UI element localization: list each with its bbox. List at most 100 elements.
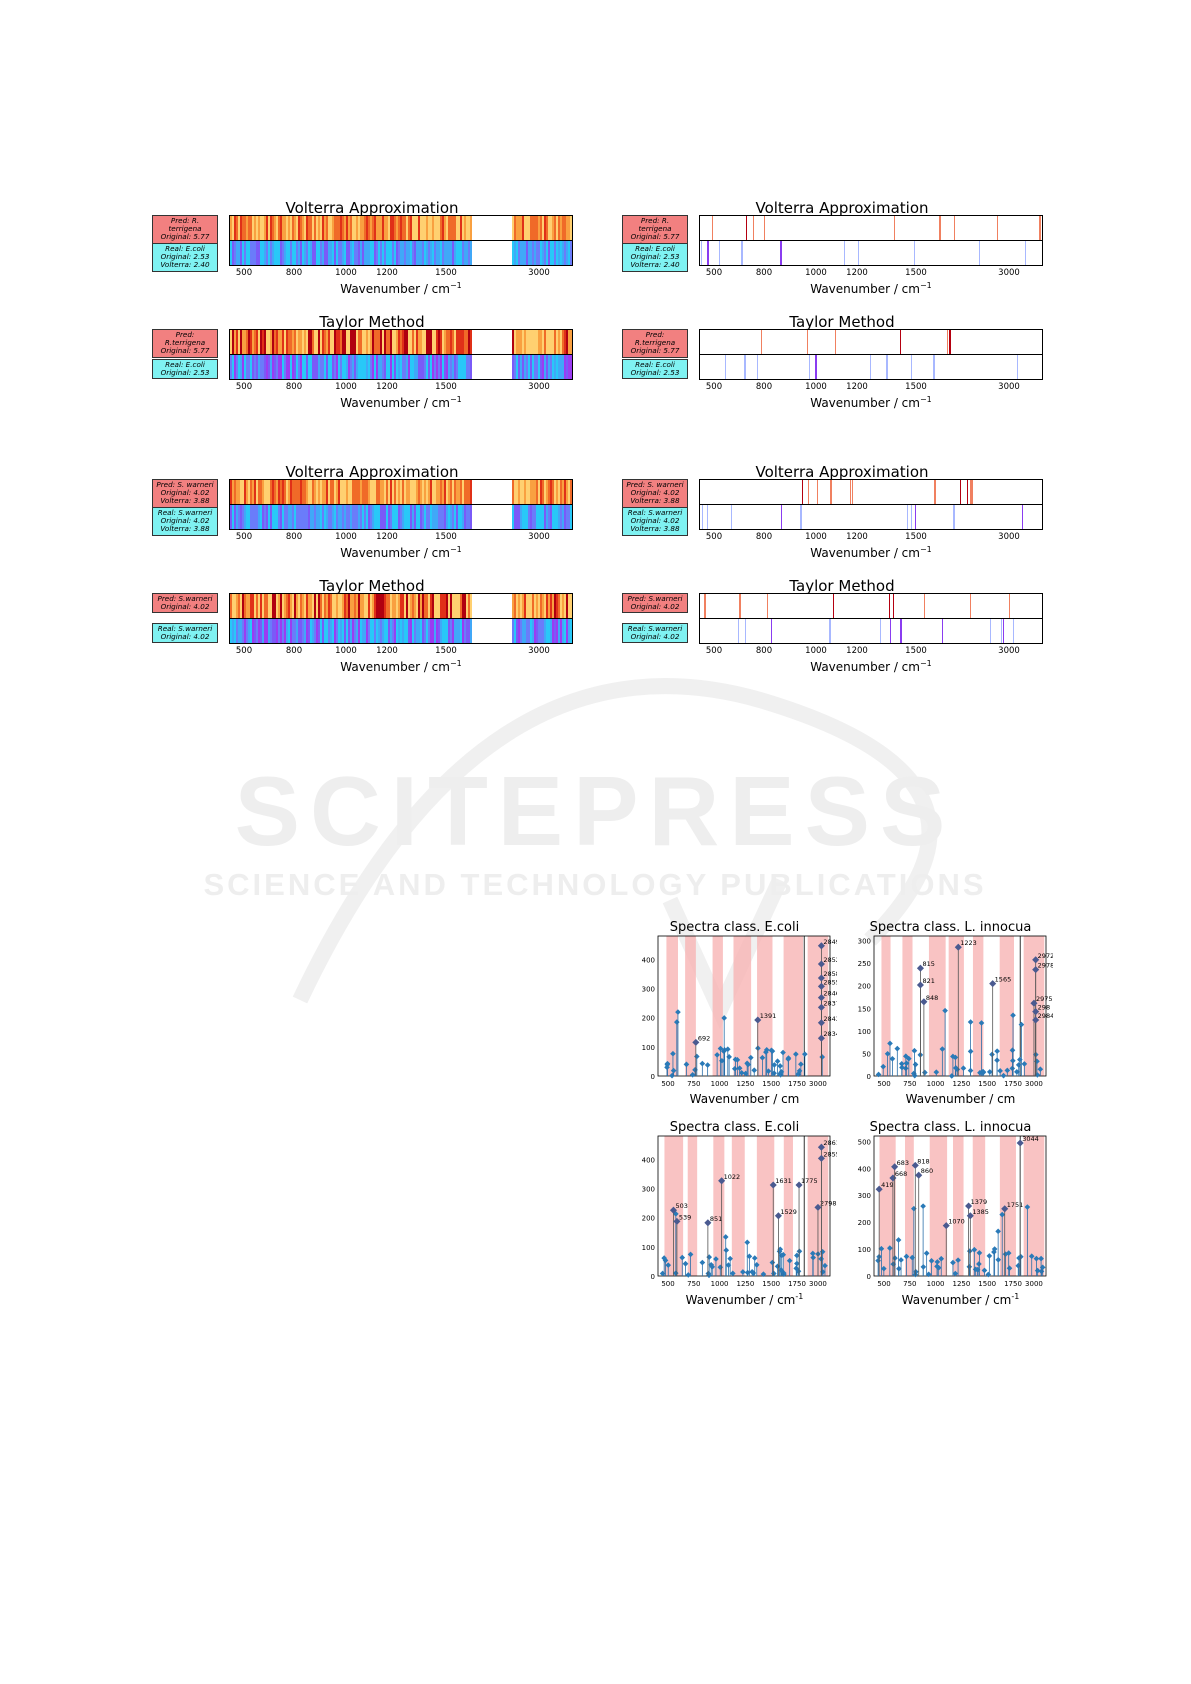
- peak-label: 818: [917, 1157, 929, 1165]
- stem-marker: [922, 1069, 928, 1076]
- stem-marker: [745, 1061, 751, 1068]
- x-tick-label: 1200: [376, 532, 398, 542]
- spectra-panel: Spectra class. L. innocua 0 50 100 150 200 250…: [848, 920, 1053, 1110]
- stem-marker: [991, 1246, 998, 1252]
- feature-line: [704, 594, 706, 618]
- peak-label: 848: [926, 994, 938, 1002]
- x-tick-label: 1200: [376, 646, 398, 656]
- heat-strip-real: [229, 240, 573, 266]
- feature-line: [970, 594, 971, 618]
- x-tick-label: 500: [235, 532, 253, 542]
- stem-marker: [925, 1271, 932, 1278]
- x-tick-label: 1250: [952, 1080, 970, 1088]
- stem-marker: [967, 1019, 974, 1025]
- feature-line: [890, 619, 891, 643]
- feature-line: [744, 355, 745, 379]
- feature-line: [830, 480, 832, 504]
- stem-marker: [986, 1069, 993, 1075]
- stem-marker: [966, 1248, 973, 1254]
- stem-marker: [706, 1254, 713, 1260]
- highlight-band: [902, 936, 913, 1076]
- heat-strip-pred: [229, 329, 573, 355]
- peak-label: 2861: [823, 1139, 837, 1147]
- feature-line: [850, 480, 851, 504]
- x-tick-label: 1000: [805, 268, 827, 278]
- x-tick-label: 800: [285, 646, 303, 656]
- real-label: Real: E.coli Original: 2.53 Volterra: 2.40: [152, 243, 218, 272]
- stem-marker: [999, 1211, 1006, 1218]
- y-tick-label: 300: [858, 1192, 871, 1200]
- stem-marker: [903, 1060, 910, 1067]
- x-tick-label: 1500: [762, 1080, 780, 1088]
- x-tick-label: 500: [661, 1080, 674, 1088]
- highlight-band: [972, 1136, 986, 1276]
- heatmap-panel: Volterra Approximation Pred: S. warneri Or…: [152, 463, 592, 583]
- feature-line: [753, 216, 754, 240]
- feature-line: [829, 619, 831, 643]
- heat-strip-pred: [699, 593, 1043, 619]
- peak-label: 2984: [1038, 1012, 1053, 1020]
- feature-line: [739, 594, 741, 618]
- peak-label: 815: [922, 960, 934, 968]
- feature-line: [886, 355, 888, 379]
- pred-label: Pred: R.terrigena Original: 5.77: [622, 329, 688, 358]
- x-tick-label: 1500: [905, 268, 927, 278]
- stem-marker: [1000, 1072, 1007, 1079]
- stem-marker: [778, 1267, 785, 1274]
- peak-label: 2849: [823, 938, 837, 946]
- stem-marker: [1015, 1262, 1022, 1269]
- x-axis-label: Wavenumber / cm: [905, 1092, 1016, 1106]
- x-tick-label: 1000: [335, 268, 357, 278]
- stem-marker: [1024, 1204, 1031, 1210]
- x-tick-label: 3000: [998, 532, 1020, 542]
- peak-label: 539: [679, 1213, 691, 1221]
- heat-strip-real: [229, 618, 573, 644]
- feature-line: [746, 216, 747, 240]
- x-axis-label: Wavenumber / cm−1: [340, 395, 462, 410]
- y-tick-label: 0: [651, 1273, 655, 1281]
- highlight-band: [948, 936, 964, 1076]
- feature-line: [833, 594, 834, 618]
- peak-label: 2846: [823, 990, 837, 998]
- x-tick-label: 3000: [809, 1280, 827, 1288]
- y-tick-label: 100: [858, 1028, 871, 1036]
- peak-label: 1022: [724, 1173, 741, 1181]
- x-tick-label: 1750: [1004, 1080, 1022, 1088]
- highlight-band: [712, 936, 723, 1076]
- feature-line: [1001, 619, 1002, 643]
- x-axis-label: Wavenumber / cm−1: [810, 659, 932, 674]
- y-tick-label: 400: [642, 1156, 655, 1164]
- x-tick-label: 500: [705, 268, 723, 278]
- panel-title: Volterra Approximation: [755, 199, 929, 217]
- x-tick-label: 3000: [998, 646, 1020, 656]
- x-axis-label: Wavenumber / cm−1: [810, 395, 932, 410]
- stem-marker: [742, 1070, 749, 1077]
- feature-line: [761, 330, 762, 354]
- x-tick-label: 1750: [788, 1080, 806, 1088]
- feature-line: [817, 480, 818, 504]
- peak-label: 2834: [823, 1030, 837, 1038]
- x-tick-label: 1750: [1004, 1280, 1022, 1288]
- peak-marker: [916, 964, 924, 972]
- stem-marker: [898, 1257, 904, 1263]
- stem-marker: [878, 1245, 885, 1252]
- pred-label: Pred: S.warneri Original: 4.02: [152, 593, 218, 614]
- feature-line: [954, 216, 955, 240]
- stem-marker: [687, 1251, 694, 1258]
- peak-label: 2837: [823, 999, 837, 1007]
- feature-line: [914, 241, 915, 265]
- feature-line: [933, 355, 935, 379]
- heat-strip-real: [699, 618, 1043, 644]
- y-tick-label: 200: [642, 1215, 655, 1223]
- x-axis-label: Wavenumber / cm−1: [810, 281, 932, 296]
- x-tick-label: 1000: [335, 382, 357, 392]
- stem-marker: [912, 1061, 919, 1068]
- stem-marker: [989, 1051, 995, 1058]
- peak-label: 860: [921, 1167, 933, 1175]
- highlight-band: [953, 1136, 964, 1276]
- x-tick-label: 500: [235, 382, 253, 392]
- peak-label: 821: [922, 977, 934, 985]
- feature-line: [771, 619, 772, 643]
- highlight-band: [972, 936, 984, 1076]
- highlight-band: [757, 936, 773, 1076]
